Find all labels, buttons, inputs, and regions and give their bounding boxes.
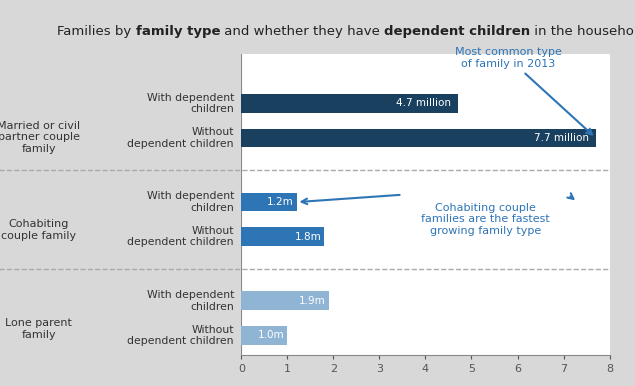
Text: 1.9m: 1.9m [299, 296, 326, 306]
Text: 4.7 million: 4.7 million [396, 98, 451, 108]
Text: 1.8m: 1.8m [295, 232, 321, 242]
Text: Most common type
of family in 2013: Most common type of family in 2013 [455, 47, 592, 134]
Text: Married or civil
partner couple
family: Married or civil partner couple family [0, 121, 80, 154]
Text: With dependent
children: With dependent children [147, 93, 234, 114]
Text: Without
dependent children: Without dependent children [128, 226, 234, 247]
Text: 1.0m: 1.0m [258, 330, 284, 340]
Text: Cohabiting
couple family: Cohabiting couple family [1, 219, 76, 241]
Bar [241, 326, 288, 345]
Text: With dependent
children: With dependent children [147, 191, 234, 213]
Text: and whether they have: and whether they have [220, 25, 384, 38]
Text: Without
dependent children: Without dependent children [128, 325, 234, 346]
Text: 7.7 million: 7.7 million [534, 133, 589, 143]
Text: Cohabiting couple
families are the fastest
growing family type: Cohabiting couple families are the faste… [421, 203, 550, 236]
Bar [241, 291, 329, 310]
Bar [241, 193, 297, 212]
Text: 1.2m: 1.2m [267, 197, 294, 207]
Text: Without
dependent children: Without dependent children [128, 127, 234, 149]
Bar [241, 94, 458, 113]
Text: With dependent
children: With dependent children [147, 290, 234, 312]
Bar [241, 227, 324, 246]
Bar [241, 129, 596, 147]
Text: Lone parent
family: Lone parent family [5, 318, 72, 340]
Text: Families by: Families by [57, 25, 136, 38]
Text: dependent children: dependent children [384, 25, 530, 38]
Text: family type: family type [136, 25, 220, 38]
Text: in the household,: in the household, [530, 25, 635, 38]
